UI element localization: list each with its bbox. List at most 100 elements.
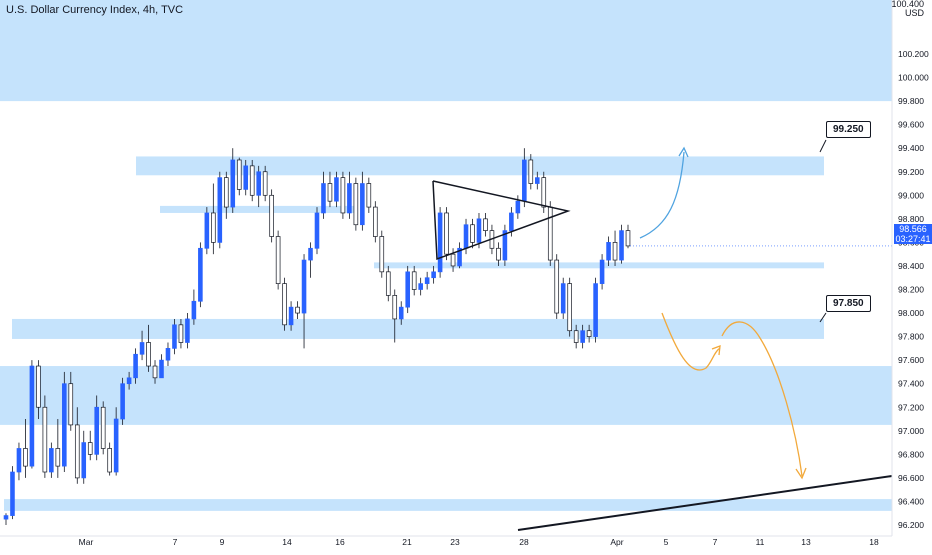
candle-body-up: [308, 247, 313, 261]
candle-body-down: [385, 271, 391, 296]
bullish-projection-arrow: [639, 151, 685, 239]
y-tick-label: 99.400: [898, 143, 924, 153]
candle-body-up: [398, 306, 404, 320]
candle-body-up: [243, 165, 249, 190]
candle-body-down: [450, 253, 456, 267]
candle-body-up: [120, 383, 125, 420]
triangle-pattern: [432, 180, 571, 261]
candle-body-up: [599, 259, 605, 284]
y-tick-label: 96.800: [898, 449, 924, 459]
x-tick-label: 18: [869, 537, 879, 547]
candle-body-up: [3, 515, 9, 520]
x-tick-label: 9: [220, 537, 225, 547]
candle-body-up: [159, 359, 164, 379]
candle-body-up: [204, 212, 210, 249]
zones-layer: [0, 0, 892, 511]
y-tick-label: 99.000: [898, 190, 924, 200]
candle-body-down: [573, 330, 579, 343]
rising-trendline: [517, 475, 893, 531]
candle-body-up: [424, 277, 430, 284]
candle-body-down: [249, 165, 255, 196]
candle-body-down: [411, 271, 417, 290]
candle-body-down: [379, 236, 385, 273]
candle-body-up: [217, 177, 223, 243]
candle-body-down: [211, 212, 216, 243]
bearish-projection-path: [661, 312, 721, 371]
candle-body-down: [223, 177, 229, 208]
x-tick-label: 7: [713, 537, 718, 547]
current-price-tag: 98.566 03:27:41: [894, 224, 932, 244]
bearish-projection-path-2: [721, 321, 803, 477]
candle-body-down: [444, 212, 449, 255]
candle-body-down: [373, 206, 378, 237]
candle-body-down: [366, 183, 372, 208]
price-axis-top-label: 100.400: [891, 0, 924, 9]
candle-body-up: [314, 212, 320, 249]
y-tick-label: 100.200: [898, 49, 929, 59]
zone-support-97850: [12, 318, 824, 339]
price-axis-currency: USD: [904, 8, 924, 18]
candle-body-up: [10, 471, 15, 516]
callout-lower-level[interactable]: 97.850: [826, 295, 871, 312]
candles-layer: [3, 148, 892, 525]
candle-body-up: [29, 365, 35, 467]
y-tick-label: 100.000: [898, 73, 929, 83]
candle-body-down: [152, 365, 158, 379]
candle-body-down: [146, 342, 151, 367]
candle-body-down: [586, 330, 592, 337]
candle-body-up: [139, 342, 145, 355]
candle-body-up: [606, 242, 611, 261]
drawings-layer: [432, 139, 893, 531]
callout-upper-level[interactable]: 99.250: [826, 121, 871, 138]
candle-body-up: [619, 230, 624, 261]
candle-body-up: [580, 330, 585, 343]
candle-body-up: [522, 159, 527, 202]
y-tick-label: 97.400: [898, 379, 924, 389]
zone-pivot-98400: [374, 262, 824, 269]
candle-body-up: [560, 283, 566, 314]
candle-body-down: [236, 159, 242, 190]
x-tick-label: 11: [756, 537, 765, 547]
candle-body-down: [269, 194, 274, 237]
zone-demand-zone: [0, 366, 892, 425]
y-tick-label: 98.200: [898, 285, 924, 295]
y-tick-label: 99.600: [898, 120, 924, 130]
candle-body-up: [49, 448, 54, 473]
y-tick-label: 96.200: [898, 520, 924, 530]
candle-body-down: [262, 171, 268, 196]
countdown-timer: 03:27:41: [895, 234, 931, 244]
candle-body-down: [295, 306, 300, 314]
price-axis-unit: 100.400 USD: [891, 0, 924, 18]
candle-body-down: [528, 159, 534, 184]
candle-body-up: [418, 283, 423, 290]
y-tick-label: 97.600: [898, 355, 924, 365]
candle-body-up: [172, 324, 177, 349]
candle-body-down: [483, 218, 488, 231]
zone-resistance-99250: [136, 156, 824, 176]
candle-body-up: [191, 300, 197, 320]
candle-body-up: [457, 247, 462, 267]
x-tick-label: 21: [402, 537, 412, 547]
candle-body-up: [534, 177, 540, 184]
candle-body-down: [612, 242, 618, 261]
x-tick-label: 7: [173, 537, 178, 547]
y-tick-label: 98.400: [898, 261, 924, 271]
y-tick-label: 99.800: [898, 96, 924, 106]
candle-body-down: [23, 448, 28, 467]
candle-body-up: [16, 448, 22, 473]
candle-body-up: [230, 159, 236, 208]
y-tick-label: 97.000: [898, 426, 924, 436]
candle-body-down: [275, 236, 281, 284]
candle-body-down: [496, 247, 501, 261]
candle-body-up: [301, 259, 307, 314]
candle-body-up: [288, 306, 294, 326]
candle-body-up: [360, 183, 365, 226]
candle-body-up: [431, 271, 436, 279]
candle-body-up: [94, 406, 100, 455]
bearish-arrowhead-2: [795, 467, 807, 480]
candle-body-down: [68, 383, 74, 426]
x-tick-label: 28: [519, 537, 529, 547]
candle-body-up: [509, 212, 514, 231]
